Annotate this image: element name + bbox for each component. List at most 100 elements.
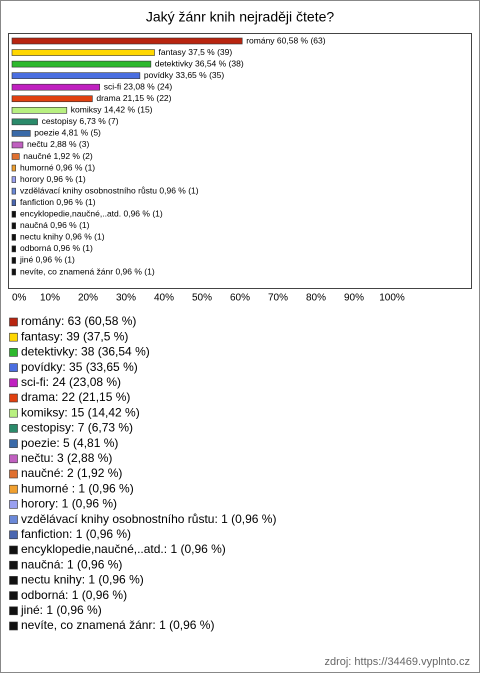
bar-label: romány 60,58 % (63) — [246, 35, 326, 45]
bar-label: odborná 0,96 % (1) — [20, 243, 93, 253]
legend-label: fanfiction: 1 (0,96 %) — [21, 527, 131, 541]
legend-label: encyklopedie,naučné,..atd.: 1 (0,96 %) — [21, 542, 226, 556]
legend-swatch — [9, 606, 18, 616]
legend-swatch — [9, 469, 18, 479]
bar-label: povídky 33,65 % (35) — [144, 70, 224, 80]
x-tick-label: 60% — [230, 293, 250, 304]
bar — [11, 245, 16, 253]
bar-label: komiksy 14,42 % (15) — [71, 105, 153, 115]
bar-label: nectu knihy 0,96 % (1) — [20, 232, 105, 242]
x-tick-label: 90% — [344, 293, 364, 304]
bar-label: fantasy 37,5 % (39) — [159, 47, 233, 57]
bar-label: encyklopedie,naučné,..atd. 0,96 % (1) — [20, 209, 163, 219]
legend-swatch — [9, 530, 18, 540]
bar — [11, 95, 93, 103]
bar-label: nevíte, co znamená žánr 0,96 % (1) — [20, 266, 155, 276]
legend-swatch — [9, 500, 18, 509]
bar — [11, 176, 16, 183]
bar-label: horory 0,96 % (1) — [20, 174, 86, 184]
legend-swatch — [9, 439, 18, 448]
legend-swatch — [9, 576, 18, 585]
bar — [11, 153, 20, 160]
legend-label: poezie: 5 (4,81 %) — [21, 436, 118, 450]
source: zdroj: https://34469.vyplnto.cz — [324, 656, 470, 668]
bar — [11, 210, 16, 218]
legend-label: sci-fi: 24 (23,08 %) — [21, 375, 121, 389]
legend-swatch — [9, 332, 18, 342]
legend-label: povídky: 35 (33,65 %) — [21, 360, 138, 374]
bar — [11, 164, 16, 172]
x-tick-label: 70% — [268, 293, 288, 304]
legend-label: naučné: 2 (1,92 %) — [21, 466, 122, 480]
bar — [11, 118, 38, 126]
legend-label: naučná: 1 (0,96 %) — [21, 557, 122, 571]
bar-label: naučné 1,92 % (2) — [23, 151, 93, 161]
x-tick-label: 30% — [116, 293, 136, 304]
plot-frame — [8, 33, 472, 289]
legend-label: vzdělávací knihy osobnostního růstu: 1 (… — [21, 512, 276, 526]
bar — [11, 130, 31, 137]
legend-swatch — [9, 363, 18, 372]
legend-label: jiné: 1 (0,96 %) — [20, 603, 102, 617]
bar — [11, 60, 152, 68]
bar-label: humorné 0,96 % (1) — [20, 162, 95, 172]
bar — [11, 72, 141, 79]
bar — [11, 222, 16, 230]
bar — [11, 107, 68, 114]
legend-swatch — [9, 560, 18, 570]
bar-label: drama 21,15 % (22) — [96, 93, 171, 103]
bar — [11, 49, 155, 56]
bar — [11, 141, 24, 149]
bar-label: cestopisy 6,73 % (7) — [42, 116, 119, 126]
bar — [11, 199, 16, 206]
legend-swatch — [9, 393, 18, 403]
legend-swatch — [9, 454, 18, 464]
legend-swatch — [9, 545, 18, 555]
legend-swatch — [9, 378, 18, 388]
legend-label: detektivky: 38 (36,54 %) — [21, 345, 150, 359]
x-tick-label: 40% — [154, 293, 174, 304]
legend-label: horory: 1 (0,96 %) — [21, 497, 117, 511]
legend-swatch — [9, 424, 18, 433]
legend-swatch — [9, 348, 18, 357]
x-tick-label: 0% — [12, 293, 27, 304]
bar-label: fanfiction 0,96 % (1) — [20, 197, 96, 207]
x-tick-label: 80% — [306, 293, 326, 304]
bar — [11, 187, 16, 195]
bar — [11, 234, 16, 241]
bar-label: poezie 4,81 % (5) — [34, 128, 101, 138]
legend-swatch — [9, 591, 18, 600]
bar-label: nečtu 2,88 % (3) — [27, 139, 90, 149]
legend-label: fantasy: 39 (37,5 %) — [21, 329, 128, 343]
bar — [11, 268, 16, 276]
bar-label: detektivky 36,54 % (38) — [155, 58, 244, 68]
legend-swatch — [9, 515, 18, 524]
x-tick-label: 10% — [40, 293, 60, 304]
legend-label: cestopisy: 7 (6,73 %) — [21, 421, 133, 435]
legend-swatch — [9, 621, 18, 631]
bar — [11, 257, 16, 264]
legend-label: nectu knihy: 1 (0,96 %) — [21, 573, 144, 587]
bar-label: sci-fi 23,08 % (24) — [104, 81, 173, 91]
legend-label: odborná: 1 (0,96 %) — [21, 588, 127, 602]
legend-label: romány: 63 (60,58 %) — [21, 314, 136, 328]
legend-label: nevíte, co znamená žánr: 1 (0,96 %) — [21, 618, 214, 632]
bar — [11, 37, 243, 45]
legend-label: drama: 22 (21,15 %) — [21, 390, 130, 404]
bar-label: naučná 0,96 % (1) — [20, 220, 90, 230]
legend-label: komiksy: 15 (14,42 %) — [21, 405, 140, 419]
bar-label: vzdělávací knihy osobnostního růstu 0,96… — [20, 185, 199, 195]
x-tick-label: 50% — [192, 293, 212, 304]
chart-title: Jaký žánr knih nejraději čtete? — [146, 9, 335, 25]
x-tick-label: 100% — [379, 293, 405, 304]
legend-swatch — [9, 484, 18, 494]
legend-label: nečtu: 3 (2,88 %) — [21, 451, 112, 465]
legend-label: humorné : 1 (0,96 %) — [21, 481, 134, 495]
legend-swatch — [9, 317, 18, 327]
x-tick-label: 20% — [78, 293, 98, 304]
bar-label: jiné 0,96 % (1) — [19, 255, 75, 265]
legend-swatch — [9, 408, 18, 418]
bar — [11, 83, 101, 91]
